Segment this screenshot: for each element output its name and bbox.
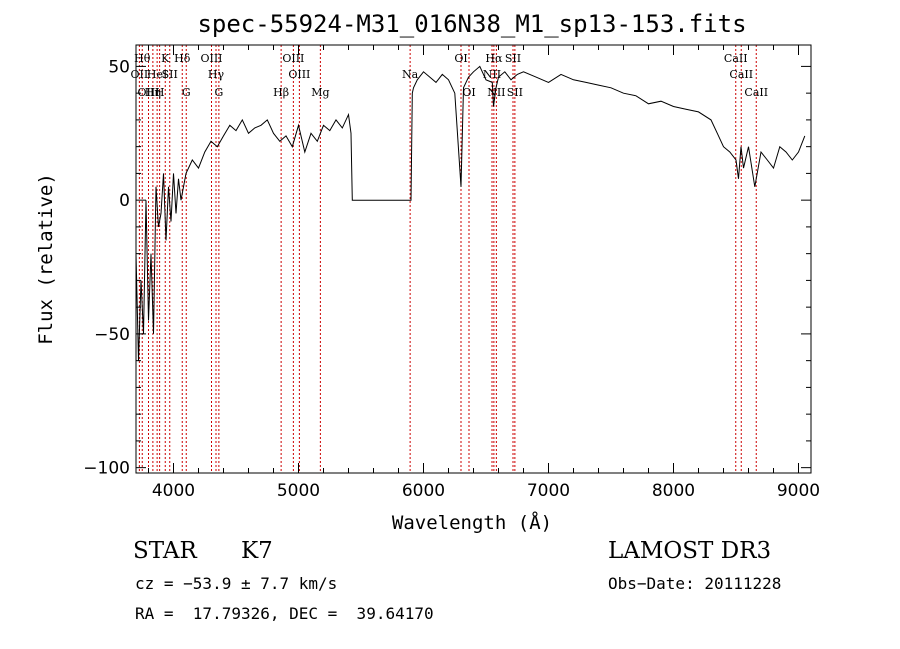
y-tick-label: 50 [108,57,130,77]
x-tick-label: 5000 [277,481,320,501]
y-tick-label: 0 [119,191,130,211]
x-tick-label: 4000 [152,481,195,501]
y-tick-label: −100 [83,459,130,479]
object-class: STAR [133,538,197,564]
spectral-line-label: NII [483,68,501,81]
redshift-readout: cz = −53.9 ± 7.7 km/s [135,574,338,593]
spectral-line-label: CaII [724,52,748,65]
spectral-line-label: HeI [147,68,167,81]
x-tick-label: 9000 [777,481,820,501]
spectral-line-label: K [161,52,170,65]
spectral-line-label: Na [402,68,419,81]
spectral-line-label: Hθ [134,52,151,65]
x-axis-label: Wavelength (Å) [392,511,552,534]
spectral-line-label: G [214,86,223,99]
obs-date: Obs−Date: 20111228 [608,574,782,593]
spectral-line-label: OIII [288,68,310,81]
spectral-line-label: Mg [311,86,329,99]
spectral-line-label: OII [131,68,149,81]
spectral-line-label: CaII [744,86,768,99]
spectral-line-label: Hα [485,52,503,65]
coordinates: RA = 17.79326, DEC = 39.64170 [135,604,434,623]
spectral-line-label: OIII [282,52,304,65]
spectral-line-label: SII [505,52,521,65]
x-tick-label: 7000 [527,481,570,501]
y-axis-label: Flux (relative) [35,173,57,345]
spectral-line-label: OIII [137,86,159,99]
spectral-line-label: SII [507,86,523,99]
y-tick-label: −50 [94,325,130,345]
spectral-line-label: OIII [200,52,222,65]
survey-name: LAMOST DR3 [608,538,772,564]
spectral-line-label: OI [454,52,467,65]
spectrum-line [135,65,806,361]
spectral-line-label: Hγ [208,68,225,81]
spectral-line-label: CaII [729,68,753,81]
spectral-line-label: Hη [145,86,161,99]
chart-title: spec-55924-M31_016N38_M1_sp13-153.fits [197,10,746,38]
x-tick-label: 6000 [402,481,445,501]
spectral-line-label: G [182,86,191,99]
spectral-line-label: H [155,86,165,99]
object-subclass: K7 [241,538,273,564]
spectral-line-label: NII [487,86,505,99]
spectral-line-label: Hβ [273,86,289,99]
plot-frame [135,44,812,474]
spectral-line-label: OI [462,86,475,99]
spectral-line-label: SII [162,68,178,81]
x-tick-label: 8000 [652,481,695,501]
spectral-line-label: Hδ [174,52,191,65]
